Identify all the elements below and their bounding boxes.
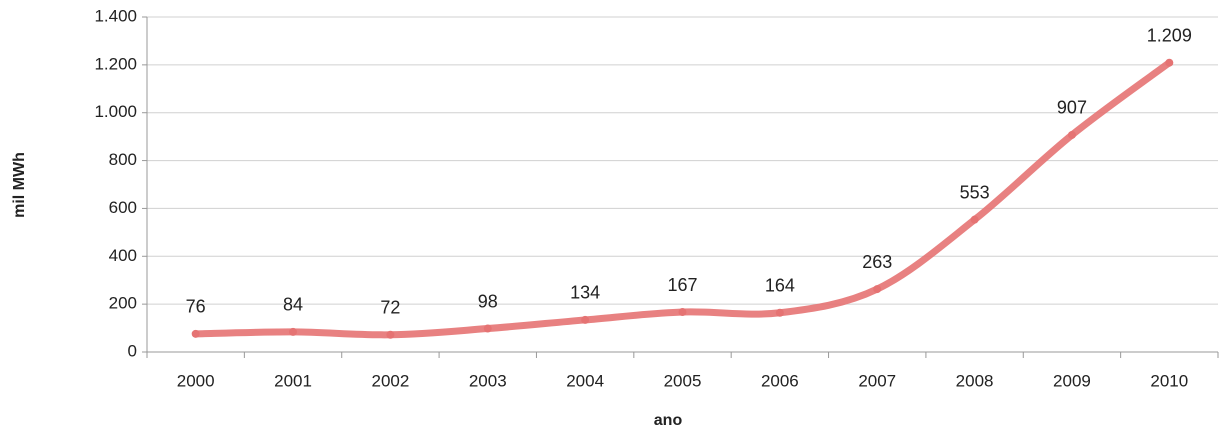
- data-label: 164: [765, 276, 795, 296]
- y-axis-label: mil MWh: [11, 152, 28, 218]
- data-label: 134: [570, 283, 600, 303]
- data-point: [970, 215, 979, 224]
- data-point: [483, 324, 492, 333]
- data-point: [775, 308, 784, 317]
- data-label: 553: [960, 182, 990, 202]
- y-tick-label: 1.400: [94, 6, 137, 25]
- data-label: 907: [1057, 98, 1087, 118]
- data-label: 263: [862, 252, 892, 272]
- x-tick-label: 2003: [469, 371, 507, 390]
- x-tick-label: 2002: [371, 371, 409, 390]
- y-tick-label: 600: [109, 198, 137, 217]
- y-tick-label: 1.000: [94, 102, 137, 121]
- data-label: 84: [283, 295, 303, 315]
- data-label: 1.209: [1147, 25, 1192, 45]
- y-tick-label: 800: [109, 150, 137, 169]
- x-tick-label: 2004: [566, 371, 604, 390]
- data-point: [191, 329, 200, 338]
- x-tick-label: 2005: [664, 371, 702, 390]
- data-point: [386, 330, 395, 339]
- data-point: [289, 327, 298, 336]
- x-axis-label: ano: [654, 412, 683, 429]
- data-label: 98: [478, 291, 498, 311]
- x-tick-label: 2010: [1150, 371, 1188, 390]
- data-point: [1067, 130, 1076, 139]
- x-tick-label: 2009: [1053, 371, 1091, 390]
- data-point: [873, 285, 882, 294]
- y-tick-label: 1.200: [94, 54, 137, 73]
- data-point: [678, 308, 687, 317]
- x-tick-label: 2007: [858, 371, 896, 390]
- x-tick-label: 2001: [274, 371, 312, 390]
- data-point: [581, 315, 590, 324]
- y-tick-label: 400: [109, 246, 137, 265]
- y-tick-label: 0: [128, 341, 137, 360]
- x-tick-label: 2008: [956, 371, 994, 390]
- data-label: 167: [667, 275, 697, 295]
- y-tick-label: 200: [109, 294, 137, 313]
- x-tick-label: 2006: [761, 371, 799, 390]
- x-tick-label: 2000: [177, 371, 215, 390]
- data-line: [192, 59, 1173, 339]
- data-label: 72: [380, 298, 400, 318]
- data-label: 76: [186, 297, 206, 317]
- data-point: [1165, 58, 1174, 67]
